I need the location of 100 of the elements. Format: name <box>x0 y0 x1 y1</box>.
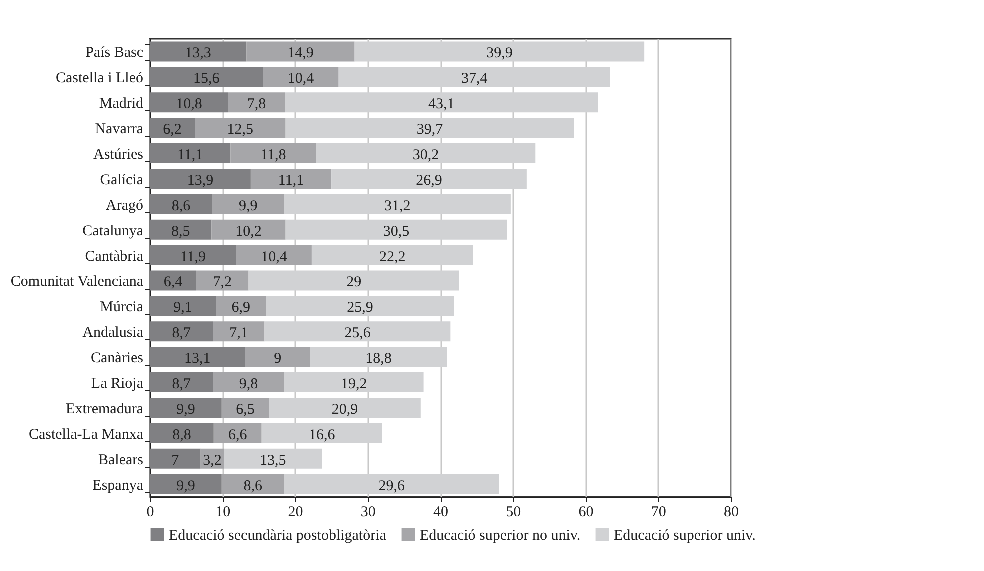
bar <box>150 67 264 88</box>
data-label: 7,2 <box>213 274 232 291</box>
data-label: 8,7 <box>172 326 192 342</box>
bar <box>236 245 312 266</box>
data-label: 11,1 <box>177 148 204 164</box>
data-label: 7 <box>172 452 180 469</box>
data-label: 7,1 <box>230 326 248 342</box>
bar <box>216 296 266 316</box>
bar <box>150 270 196 291</box>
y-tick-label: País Basc <box>86 45 144 62</box>
data-label: 18,8 <box>366 351 392 368</box>
bar <box>150 194 212 214</box>
y-tick-label: Balears <box>98 452 144 468</box>
data-label: 10,4 <box>288 71 315 88</box>
bar <box>150 296 216 316</box>
bar <box>212 220 286 240</box>
bar <box>150 168 251 189</box>
y-tick-label: La Rioja <box>91 376 144 392</box>
data-label: 13,1 <box>184 351 211 368</box>
bar <box>246 42 355 62</box>
x-tick-label: 20 <box>288 504 304 520</box>
y-tick-label: Andalusia <box>82 325 144 342</box>
bar <box>150 220 212 240</box>
bar <box>150 245 236 266</box>
bar <box>150 144 231 164</box>
data-label: 39,7 <box>416 122 444 138</box>
data-label: 29 <box>346 274 362 291</box>
y-tick-label: Aragó <box>106 198 144 214</box>
y-tick-label: Galícia <box>100 172 144 188</box>
data-label: 8,7 <box>172 376 192 392</box>
data-label: 22,2 <box>379 249 406 266</box>
bar <box>228 92 286 113</box>
data-label: 25,6 <box>344 326 372 342</box>
data-label: 43,1 <box>428 96 455 113</box>
bar <box>150 398 222 418</box>
y-tick-label: Castella-La Manxa <box>28 426 144 443</box>
bar <box>150 42 247 62</box>
bar <box>213 372 284 392</box>
data-label: 9,9 <box>176 402 196 418</box>
bar <box>150 322 214 342</box>
y-tick-label: Canàries <box>91 350 144 367</box>
data-label: 8,6 <box>172 198 192 214</box>
data-label: 11,9 <box>180 249 206 266</box>
data-label: 8,8 <box>172 427 192 444</box>
data-label: 11,1 <box>278 172 304 189</box>
data-label: 25,9 <box>347 300 374 316</box>
bar <box>196 270 249 291</box>
bar <box>150 474 222 494</box>
data-label: 10,8 <box>176 96 202 113</box>
x-tick-label: 70 <box>651 504 666 520</box>
data-label: 10,4 <box>261 249 288 266</box>
legend-label: Educació superior no univ. <box>420 528 581 544</box>
legend-label: Educació superior univ. <box>614 528 756 544</box>
x-tick-label: 10 <box>216 504 231 520</box>
data-label: 29,6 <box>378 478 406 494</box>
data-label: 26,9 <box>416 172 442 189</box>
data-label: 6,2 <box>163 122 182 138</box>
data-label: 9 <box>274 351 282 368</box>
data-label: 12,5 <box>227 122 254 138</box>
bar <box>214 423 262 444</box>
bar <box>150 347 246 368</box>
data-label: 3,2 <box>203 452 222 469</box>
data-label: 15,6 <box>194 71 220 88</box>
bar <box>250 168 332 189</box>
y-tick-label: Catalunya <box>82 223 144 240</box>
data-label: 11,8 <box>260 148 286 164</box>
y-tick-label: Comunitat Valenciana <box>10 274 144 290</box>
x-tick-label: 50 <box>506 504 522 520</box>
data-label: 30,2 <box>412 148 440 164</box>
data-label: 30,5 <box>383 224 410 240</box>
data-label: 37,4 <box>462 71 488 88</box>
x-tick-label: 40 <box>434 504 448 520</box>
bar <box>212 194 284 214</box>
x-tick-label: 30 <box>360 504 376 520</box>
data-label: 6,4 <box>164 274 184 291</box>
y-tick-label: Múrcia <box>100 300 144 316</box>
data-label: 9,1 <box>174 300 192 316</box>
bar <box>230 144 316 164</box>
data-label: 39,9 <box>486 46 513 62</box>
data-label: 8,6 <box>244 478 264 494</box>
data-label: 6,6 <box>228 427 248 444</box>
data-label: 31,2 <box>384 198 411 214</box>
bar <box>222 398 270 418</box>
data-label: 8,5 <box>171 224 190 240</box>
bar <box>150 92 228 113</box>
y-tick-label: Cantàbria <box>85 248 144 265</box>
bar <box>150 372 214 392</box>
data-label: 6,5 <box>236 402 255 418</box>
data-label: 10,2 <box>236 224 262 240</box>
bar <box>150 423 214 444</box>
data-label: 16,6 <box>308 427 336 444</box>
y-tick-label: Astúries <box>94 147 144 163</box>
data-label: 13,9 <box>187 172 214 189</box>
bar <box>263 67 339 88</box>
y-tick-label: Espanya <box>92 478 144 494</box>
bar <box>195 118 286 138</box>
data-label: 9,8 <box>239 376 258 392</box>
data-label: 13,5 <box>260 452 286 469</box>
data-label: 9,9 <box>176 478 196 494</box>
bar <box>245 347 310 368</box>
